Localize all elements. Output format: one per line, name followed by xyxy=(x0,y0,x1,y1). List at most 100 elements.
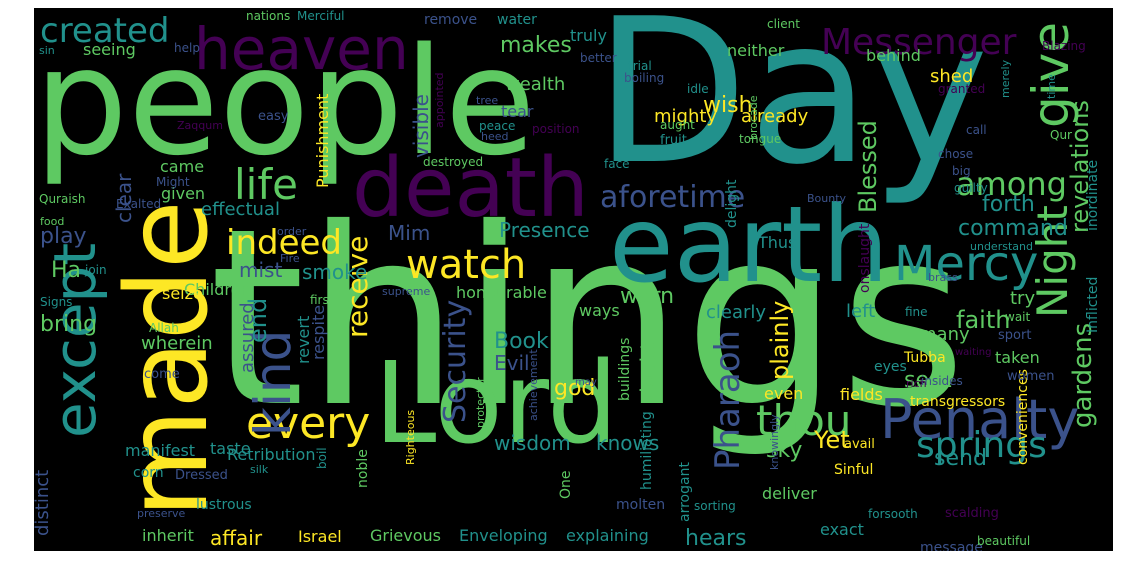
word-makes: makes xyxy=(500,33,572,58)
word-water: water xyxy=(497,12,537,28)
word-noble: noble xyxy=(355,449,371,488)
word-death: death xyxy=(352,141,589,236)
word-come: come xyxy=(144,367,180,382)
word-boiling: boiling xyxy=(624,71,665,85)
word-easy: easy xyxy=(258,109,289,124)
word-pharaoh: Pharaoh xyxy=(708,329,748,470)
word-even: even xyxy=(764,384,804,403)
word-humiliating: humiliating xyxy=(639,411,655,490)
word-one: One xyxy=(558,470,574,499)
word-left: left xyxy=(846,301,876,322)
word-warn: warn xyxy=(620,284,675,309)
word-peace: peace xyxy=(479,119,516,133)
word-shed: shed xyxy=(930,66,974,87)
word-wealth: wealth xyxy=(505,74,566,95)
word-affair: affair xyxy=(210,526,263,550)
word-effectual: effectual xyxy=(201,199,280,220)
word-visible: visible xyxy=(409,94,433,158)
word-presence: Presence xyxy=(499,218,590,242)
word-women: women xyxy=(1007,369,1055,384)
word-taken: taken xyxy=(995,348,1040,367)
word-arrogant: arrogant xyxy=(677,462,693,522)
word-every: every xyxy=(246,398,371,449)
word-distinct: distinct xyxy=(34,469,53,536)
word-destroyed: destroyed xyxy=(423,155,484,169)
word-mim: Mim xyxy=(388,221,431,245)
word-life: life xyxy=(234,160,298,209)
word-inherit: inherit xyxy=(142,526,194,545)
word-nations: nations xyxy=(246,9,291,23)
word-heed: heed xyxy=(481,130,509,143)
word-eyes: eyes xyxy=(874,359,907,375)
word-granted: granted xyxy=(938,82,986,96)
word-ways: ways xyxy=(579,301,620,320)
word-assured: assured xyxy=(237,302,258,373)
word-wish: wish xyxy=(703,93,753,118)
word-merciful: Merciful xyxy=(297,9,345,23)
word-inflicted: Inflicted xyxy=(1085,276,1101,333)
word-ha: Ha xyxy=(51,258,82,283)
word-fire: Fire xyxy=(280,252,300,265)
word-sent: sent xyxy=(904,368,952,393)
word-earth: earth xyxy=(609,184,889,306)
word-may: may xyxy=(575,377,597,388)
word-lustrous: lustrous xyxy=(196,497,252,513)
word-children: Children xyxy=(184,280,251,299)
word-fruit: fruit xyxy=(660,133,687,148)
word-wherein: wherein xyxy=(141,333,213,354)
word-waiting: waiting xyxy=(955,347,992,358)
word-watch: watch xyxy=(406,242,527,288)
word-trial: trial xyxy=(628,59,652,73)
word-send: send xyxy=(934,446,987,471)
word-exact: exact xyxy=(820,520,864,539)
word-given: given xyxy=(161,184,206,203)
word-god: god xyxy=(554,376,596,401)
word-time: time xyxy=(1045,74,1058,99)
word-behind: behind xyxy=(866,46,921,65)
word-command: command xyxy=(958,216,1068,241)
word-cloud: things Day people made Lord earth death heaven e… xyxy=(34,8,1113,551)
word-wisdom: wisdom xyxy=(494,431,571,455)
word-mercy: Mercy xyxy=(894,236,1039,292)
word-israel: Israel xyxy=(298,527,342,546)
word-people: people xyxy=(34,16,536,188)
word-righteous: Righteous xyxy=(404,409,417,465)
word-mist: mist xyxy=(239,258,283,282)
word-boil: boil xyxy=(315,447,329,469)
word-faith: faith xyxy=(956,306,1011,334)
word-penalty: Penalty xyxy=(880,388,1080,451)
word-qur: Qur xyxy=(1050,128,1072,142)
word-plainly: plainly xyxy=(766,300,794,380)
word-mighty: mighty xyxy=(654,106,718,127)
word-sorting: sorting xyxy=(694,499,736,513)
word-face: face xyxy=(604,157,630,171)
word-protector: protector xyxy=(474,377,487,428)
word-evil: Evil xyxy=(494,351,530,375)
word-scalding: scalding xyxy=(945,506,999,521)
word-knowingly: knowingly xyxy=(768,414,781,470)
word-messenger: Messenger xyxy=(821,22,1017,63)
word-fine: fine xyxy=(905,305,928,319)
word-beautiful: beautiful xyxy=(977,534,1031,548)
word-aught: aught xyxy=(660,118,695,132)
word-signs: Signs xyxy=(40,295,73,309)
word-seeing: seeing xyxy=(83,40,136,59)
word-hears: hears xyxy=(685,526,747,551)
word-wait: wait xyxy=(1005,310,1031,324)
word-tubba: Tubba xyxy=(904,350,946,366)
word-springs: springs xyxy=(916,425,1047,466)
word-deliver: deliver xyxy=(762,484,817,503)
word-retribution: Retribution xyxy=(227,445,316,464)
word-understand: understand xyxy=(970,240,1033,253)
word-thou: thou xyxy=(756,396,852,445)
word-merely: merely xyxy=(999,59,1012,98)
word-call: call xyxy=(966,123,987,137)
word-grievous: Grievous xyxy=(370,526,441,545)
word-buildings: buildings xyxy=(617,337,633,401)
word-clearly: clearly xyxy=(706,302,767,323)
word-big: big xyxy=(952,164,971,178)
word-message: message xyxy=(920,540,983,551)
word-taste: taste xyxy=(210,439,251,458)
word-help: help xyxy=(174,41,200,55)
word-dressed: Dressed xyxy=(175,468,228,483)
